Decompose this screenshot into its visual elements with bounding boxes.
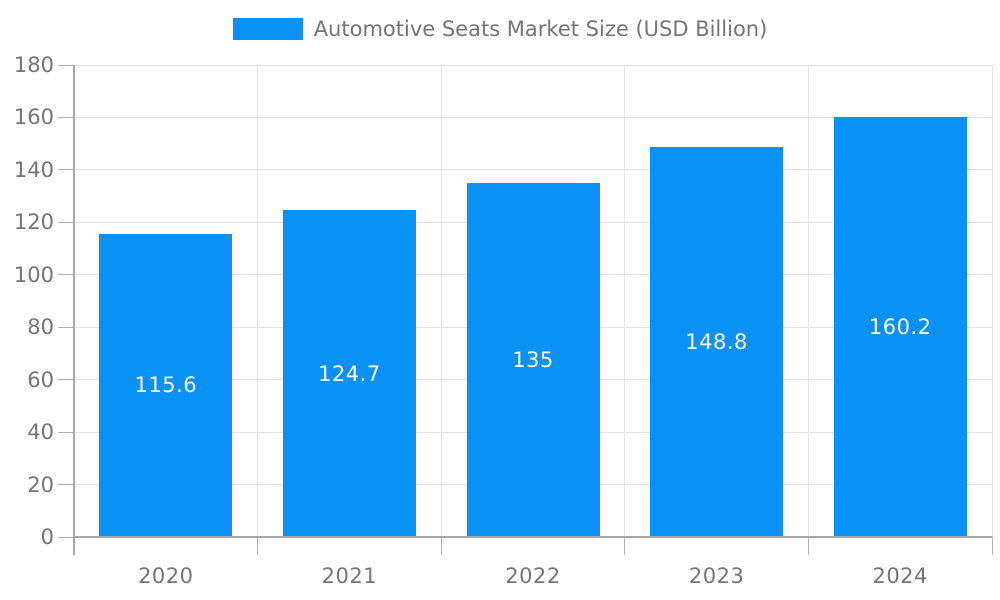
y-axis-tick [58,64,73,66]
y-axis-tick [58,274,73,276]
bar-value-label: 148.8 [685,329,748,354]
x-gridline [440,65,442,537]
bar-2022 [466,183,600,537]
x-axis-label: 2023 [688,564,745,588]
y-axis-label: 20 [27,472,54,497]
bar-value-label: 135 [512,348,554,372]
y-axis-label: 60 [27,367,54,392]
bar-2023 [650,146,784,537]
y-axis-tick [58,326,73,328]
bar-2020 [99,233,233,537]
legend-swatch-icon [232,18,303,40]
y-axis-line [73,65,75,555]
plot-area: 0 20 40 60 80 100 120 140 160 180 115.6 124.7 135 148… [14,54,993,588]
y-axis-tick [58,169,73,171]
y-gridline [74,64,992,66]
x-axis-line [74,536,992,538]
y-axis-label: 0 [40,525,54,549]
y-axis-label: 80 [27,315,54,340]
y-axis-tick [58,484,73,486]
x-axis-tick [257,537,259,555]
legend-item[interactable]: Automotive Seats Market Size (USD Billio… [232,17,768,41]
bar-2021 [282,210,416,537]
x-gridline [624,65,626,537]
y-axis-label: 160 [13,105,54,130]
y-gridline [74,169,992,171]
x-axis-tick [991,537,993,555]
y-axis-label: 100 [13,262,54,287]
y-axis-label: 180 [13,53,54,77]
y-axis-tick [58,431,73,433]
x-axis-label: 2021 [321,564,378,588]
y-axis-label: 140 [13,157,54,182]
bar-2024 [833,116,967,537]
x-axis-label: 2022 [505,564,561,588]
y-axis-tick [58,536,73,538]
y-axis-tick [58,116,73,118]
y-axis-tick [58,379,73,381]
x-axis-tick [807,537,809,555]
x-axis-label: 2020 [138,564,194,588]
x-axis-tick [624,537,626,555]
x-gridline [257,65,259,537]
x-gridline [991,65,993,537]
bar-value-label: 124.7 [318,361,381,386]
x-axis-label: 2024 [872,564,928,588]
y-axis-tick [58,221,73,223]
bar-value-label: 160.2 [868,314,932,339]
x-gridline [807,65,809,537]
y-axis-label: 120 [13,210,54,235]
bar-value-label: 115.6 [134,373,198,398]
x-axis-tick [440,537,442,555]
chart-legend: Automotive Seats Market Size (USD Billio… [0,17,1000,41]
y-gridline [74,116,992,118]
y-axis-label: 40 [27,420,54,445]
legend-label: Automotive Seats Market Size (USD Billio… [313,17,768,41]
